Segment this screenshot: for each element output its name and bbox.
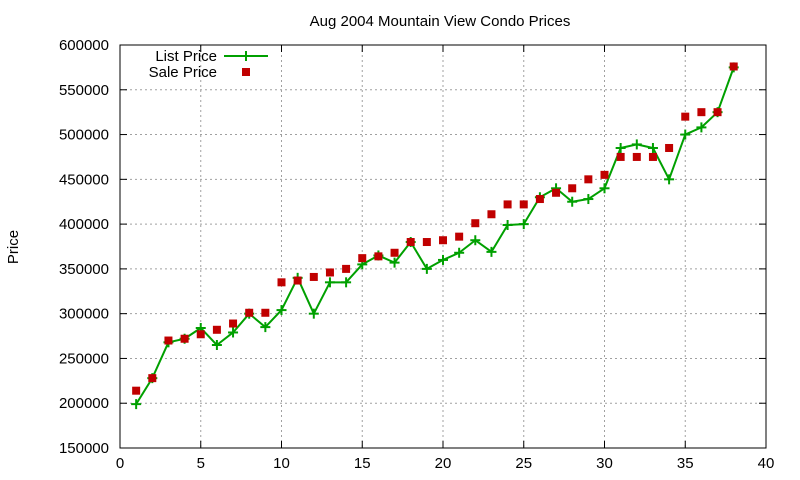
sale-price-point: [261, 308, 270, 317]
sale-price-point: [487, 210, 496, 219]
sale-price-point: [293, 276, 302, 285]
sale-price-point: [390, 248, 399, 257]
sale-price-point: [568, 184, 577, 193]
sale-price-point: [132, 386, 141, 395]
list-price-point: [228, 327, 239, 338]
sale-price-point: [148, 374, 157, 383]
sale-price-point: [374, 252, 383, 261]
sale-price-point: [439, 236, 447, 245]
sale-price-point: [584, 175, 593, 184]
chart-title: Aug 2004 Mountain View Condo Prices: [310, 13, 571, 30]
x-tick-label: 20: [435, 455, 452, 472]
list-price-point: [421, 263, 432, 274]
x-tick-label: 5: [197, 455, 205, 472]
legend: List Price Sale Price: [149, 48, 268, 81]
sale-price-point: [503, 200, 512, 209]
y-axis-label: Price: [5, 230, 22, 264]
sale-price-point: [665, 143, 674, 152]
list-price-point: [599, 183, 610, 194]
y-tick-label: 500000: [59, 127, 109, 144]
y-tick-label: 350000: [59, 261, 109, 278]
list-price-point: [583, 194, 594, 205]
list-price-point: [308, 308, 319, 319]
sale-price-point: [471, 219, 480, 228]
list-price-point: [486, 246, 497, 257]
sale-price-point: [229, 319, 238, 328]
series-sale-price: [132, 62, 738, 395]
legend-sample-sale-price-marker: [242, 68, 250, 76]
sale-price-point: [552, 188, 561, 197]
x-tick-label: 0: [116, 455, 124, 472]
y-tick-label: 550000: [59, 82, 109, 99]
sale-price-point: [648, 152, 657, 161]
sale-price-point: [245, 308, 254, 317]
list-price-line: [135, 67, 735, 405]
axis-ticks: 0 5 10 15 20 25 30 35 40 150000 200000 250000 300000…: [59, 37, 774, 472]
sale-price-point: [277, 278, 286, 287]
sale-price-point: [406, 238, 415, 247]
legend-sample-list-price-marker: [241, 51, 251, 61]
sale-price-point: [519, 200, 528, 209]
sale-price-point: [325, 268, 334, 277]
list-price-point: [518, 219, 529, 230]
list-price-point: [211, 340, 222, 351]
list-price-point: [470, 235, 481, 246]
list-price-point: [631, 139, 642, 150]
sale-price-point: [729, 62, 738, 71]
list-price-point: [454, 247, 465, 258]
x-tick-label: 10: [273, 455, 290, 472]
x-tick-label: 40: [758, 455, 775, 472]
x-tick-label: 15: [354, 455, 371, 472]
sale-price-point: [681, 112, 690, 121]
x-tick-label: 25: [515, 455, 532, 472]
sale-price-point: [713, 108, 722, 117]
y-tick-label: 150000: [59, 440, 109, 457]
sale-price-point: [358, 254, 367, 263]
x-tick-label: 35: [677, 455, 694, 472]
list-price-point: [647, 142, 658, 153]
sale-price-point: [196, 330, 205, 339]
list-price-point: [260, 322, 271, 333]
sale-price-point: [535, 195, 544, 204]
sale-price-point: [632, 152, 641, 161]
legend-label-list-price: List Price: [155, 48, 217, 65]
y-tick-label: 600000: [59, 37, 109, 54]
list-price-point: [664, 174, 675, 185]
series-group: [131, 62, 739, 410]
y-tick-label: 400000: [59, 216, 109, 233]
series-list-price: [131, 62, 739, 410]
y-tick-label: 450000: [59, 171, 109, 188]
sale-price-point: [616, 152, 625, 161]
list-price-point: [389, 257, 400, 268]
list-price-point: [341, 277, 352, 288]
sale-price-point: [455, 232, 464, 241]
sale-price-point: [422, 238, 431, 247]
sale-price-point: [212, 325, 221, 334]
legend-label-sale-price: Sale Price: [149, 64, 217, 81]
x-tick-label: 30: [596, 455, 613, 472]
list-price-point: [324, 277, 335, 288]
list-price-point: [276, 305, 287, 316]
list-price-point: [502, 220, 513, 231]
list-price-point: [680, 129, 691, 140]
list-price-point: [131, 399, 142, 410]
list-price-point: [438, 254, 448, 265]
list-price-point: [615, 142, 626, 153]
sale-price-point: [164, 336, 173, 345]
sale-price-point: [600, 170, 609, 179]
list-price-point: [567, 196, 578, 207]
sale-price-point: [180, 334, 189, 343]
sale-price-point: [697, 108, 706, 117]
list-price-point: [696, 122, 707, 133]
y-tick-label: 250000: [59, 350, 109, 367]
y-tick-label: 200000: [59, 395, 109, 412]
grid: [120, 45, 766, 448]
sale-price-point: [309, 272, 318, 281]
sale-price-point: [342, 264, 351, 273]
y-tick-label: 300000: [59, 306, 109, 323]
